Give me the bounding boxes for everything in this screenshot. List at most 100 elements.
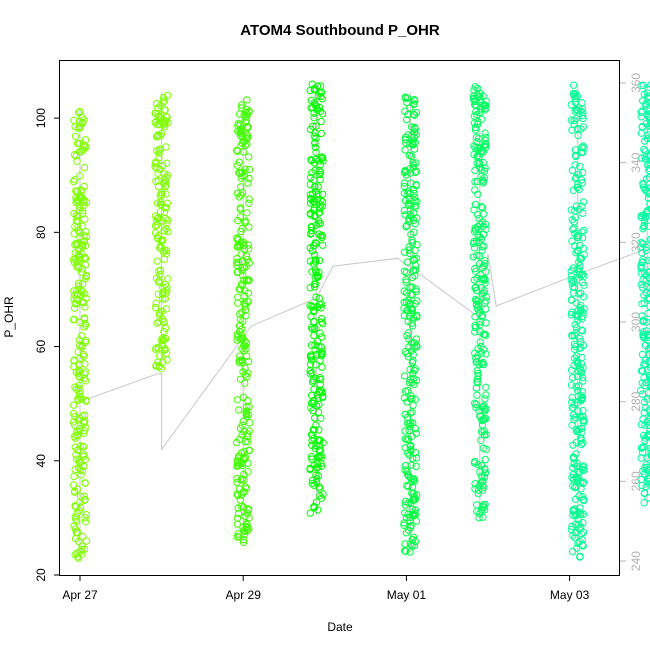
data-point (69, 316, 78, 324)
data-point (470, 244, 479, 252)
data-point (82, 377, 90, 385)
data-point (409, 110, 418, 119)
data-point (410, 123, 419, 132)
data-point (239, 538, 248, 546)
data-point (573, 386, 582, 395)
data-point (473, 391, 481, 399)
data-point (245, 199, 253, 208)
series-0 (69, 107, 91, 562)
data-point (315, 446, 324, 454)
data-point (313, 106, 321, 114)
data-point (410, 228, 418, 236)
data-point (407, 304, 415, 313)
data-point (311, 341, 319, 349)
data-point (309, 425, 317, 434)
series-4 (400, 93, 421, 556)
data-point (81, 254, 90, 263)
data-point (159, 295, 167, 303)
data-point (234, 333, 242, 341)
data-point (312, 134, 320, 142)
data-point (235, 168, 243, 177)
data-point (158, 307, 166, 315)
data-point (475, 321, 484, 329)
data-point (410, 145, 419, 153)
data-point (477, 147, 486, 156)
data-point (474, 379, 482, 387)
data-point (408, 378, 416, 387)
data-point (159, 236, 167, 244)
data-point (478, 481, 487, 490)
data-point (310, 159, 318, 167)
data-point (241, 342, 249, 350)
data-point (479, 358, 487, 367)
data-point (318, 318, 326, 326)
data-point (481, 469, 490, 477)
data-point (237, 476, 245, 484)
data-point (480, 106, 489, 114)
data-point (245, 514, 253, 522)
data-point (639, 181, 647, 189)
data-point (473, 297, 481, 305)
data-point (412, 159, 420, 167)
data-point (233, 478, 241, 487)
data-point (308, 378, 317, 386)
data-point (401, 248, 409, 256)
data-point (154, 278, 163, 286)
data-point (235, 454, 243, 462)
data-point (306, 360, 315, 369)
data-point (401, 166, 409, 175)
data-point (570, 120, 578, 129)
data-point (637, 238, 645, 247)
data-point (307, 96, 316, 105)
data-point (317, 129, 325, 138)
data-point (412, 454, 421, 462)
data-point (82, 272, 91, 281)
data-point (312, 148, 320, 157)
data-point (579, 148, 587, 156)
data-point (576, 304, 584, 312)
data-point (412, 376, 421, 385)
data-point (567, 206, 575, 214)
data-point (413, 198, 421, 206)
data-point (244, 369, 252, 377)
data-point (577, 440, 586, 449)
data-point (239, 455, 247, 463)
data-point (234, 258, 243, 267)
data-point (76, 124, 84, 132)
data-point (401, 427, 409, 435)
data-point (236, 110, 244, 118)
data-point (162, 112, 170, 121)
data-point (568, 373, 577, 382)
data-point (314, 408, 323, 416)
data-point (241, 530, 249, 538)
data-point (639, 225, 647, 233)
data-point (69, 401, 78, 409)
data-point (648, 398, 650, 404)
data-point (409, 141, 417, 149)
data-point (409, 419, 417, 427)
data-point (576, 162, 584, 171)
data-point (570, 91, 578, 99)
data-point (578, 374, 587, 382)
data-point (70, 488, 79, 496)
y-tick-label: 100 (34, 108, 48, 128)
data-point (576, 262, 584, 270)
data-point (480, 242, 488, 251)
data-point (318, 393, 327, 402)
data-point (481, 101, 490, 110)
data-point (317, 315, 326, 323)
data-point (80, 374, 88, 383)
data-point (410, 541, 419, 550)
data-point (579, 168, 587, 177)
data-point (82, 537, 91, 545)
data-point (234, 216, 242, 225)
data-point (475, 214, 483, 223)
data-point (479, 179, 487, 187)
data-point (575, 290, 583, 298)
data-point (306, 284, 314, 292)
data-point (234, 504, 243, 512)
x-tick-label: Apr 29 (226, 588, 262, 602)
data-point (470, 112, 478, 120)
data-point (411, 495, 419, 503)
data-point (578, 327, 587, 335)
